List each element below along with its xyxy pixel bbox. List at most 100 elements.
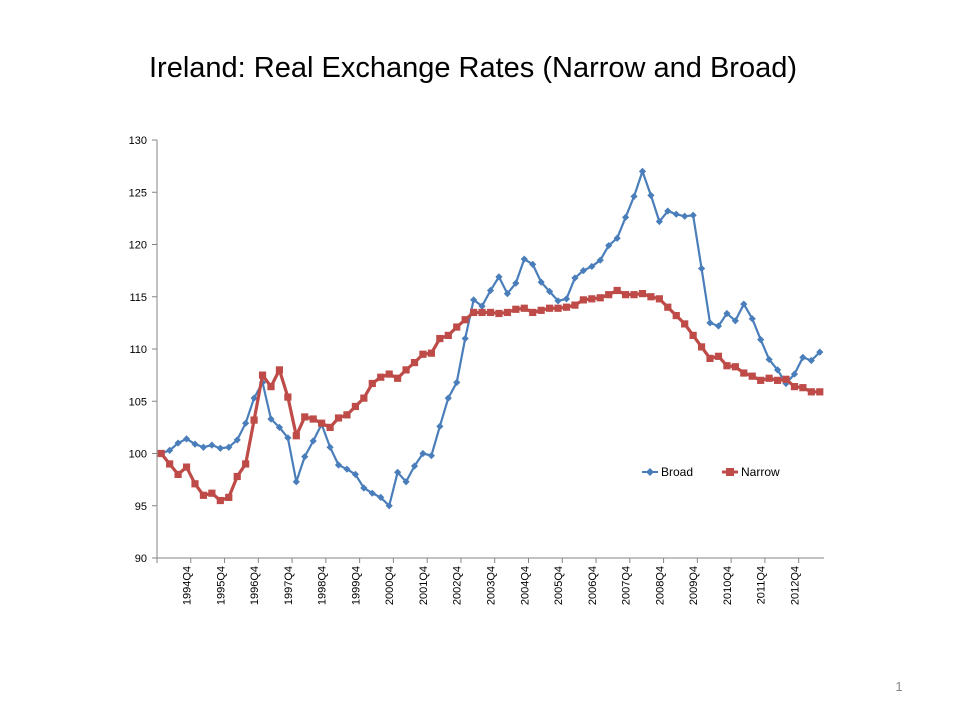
data-point [301,453,309,461]
x-tick-label: 2012Q4 [789,566,801,605]
data-point [571,301,579,309]
series-line-broad [160,170,821,507]
data-point [621,213,630,221]
legend-label: Broad [661,465,693,479]
data-point [773,376,782,384]
data-point [655,217,663,226]
data-point [419,350,427,358]
chart-title: Ireland: Real Exchange Rates (Narrow and… [149,52,797,84]
data-point [275,366,284,374]
data-point [242,419,250,427]
legend-marker [646,468,654,476]
y-tick-label: 90 [135,553,147,565]
x-tick-label: 1997Q4 [283,566,295,605]
data-point [697,343,706,351]
x-tick-label: 1995Q4 [215,566,227,605]
data-point [799,384,807,392]
legend-item-broad: Broad [642,465,693,479]
data-point [216,496,224,505]
x-tick-label: 2008Q4 [654,566,666,605]
data-point [546,287,554,296]
data-point [664,303,672,311]
data-point [292,432,300,440]
data-point [647,293,655,301]
data-point [748,372,756,380]
x-tick-label: 2001Q4 [418,566,430,605]
data-point [174,439,182,447]
data-point [681,320,689,328]
data-point [419,449,427,458]
data-point [326,443,334,451]
data-point [182,435,191,443]
data-point [579,267,587,275]
data-point [436,334,444,343]
data-point [647,191,655,199]
data-point [284,393,292,401]
data-point [368,489,376,497]
data-point [503,290,511,298]
data-point [410,462,419,470]
y-tick-label: 100 [129,449,147,461]
data-point [731,363,739,371]
data-point [250,416,258,424]
y-tick-label: 130 [129,135,147,147]
data-point [267,415,275,423]
data-point [166,460,174,468]
x-tick-label: 2007Q4 [621,566,633,605]
data-point [309,415,317,423]
data-point [588,262,596,271]
x-tick-label: 1999Q4 [350,566,362,605]
data-point [689,331,697,340]
data-point [638,290,647,298]
data-point [790,370,799,378]
data-point [402,478,410,486]
data-point [562,295,571,303]
data-point [385,502,393,510]
data-point [697,264,706,273]
data-point [360,394,368,402]
data-point [748,315,756,323]
data-point [571,274,579,282]
data-point [554,304,562,312]
data-point [343,465,351,473]
series-layer [157,167,824,510]
data-point [275,423,284,431]
data-point [740,369,748,377]
data-point [191,440,199,448]
data-point [470,308,478,317]
data-point [816,348,824,356]
data-point [394,374,402,382]
x-tick-label: 2006Q4 [587,566,599,605]
data-point [182,463,191,471]
data-point [512,305,520,313]
x-tick-label: 2005Q4 [553,566,565,605]
data-point [554,297,562,305]
data-point [377,373,385,381]
data-point [385,370,393,378]
data-point [377,493,385,501]
legend-label: Narrow [741,465,780,479]
data-point [267,383,275,391]
data-point [486,308,495,317]
data-point [588,295,596,303]
data-point [191,480,199,488]
data-point [343,411,351,419]
data-point [470,296,478,304]
data-point [579,296,587,304]
data-point [410,358,419,367]
series-broad [157,167,824,510]
data-point [596,294,604,302]
data-point [512,279,520,287]
data-point [537,278,545,286]
data-point [537,306,545,314]
x-tick-label: 2002Q4 [452,566,464,605]
data-point [427,451,435,460]
data-point [689,211,697,219]
data-point [495,309,503,318]
data-point [605,241,613,250]
data-point [546,304,554,312]
x-tick-label: 2011Q4 [756,566,768,604]
data-point [740,300,748,308]
y-tick-label: 115 [129,292,147,304]
data-point [672,210,680,218]
